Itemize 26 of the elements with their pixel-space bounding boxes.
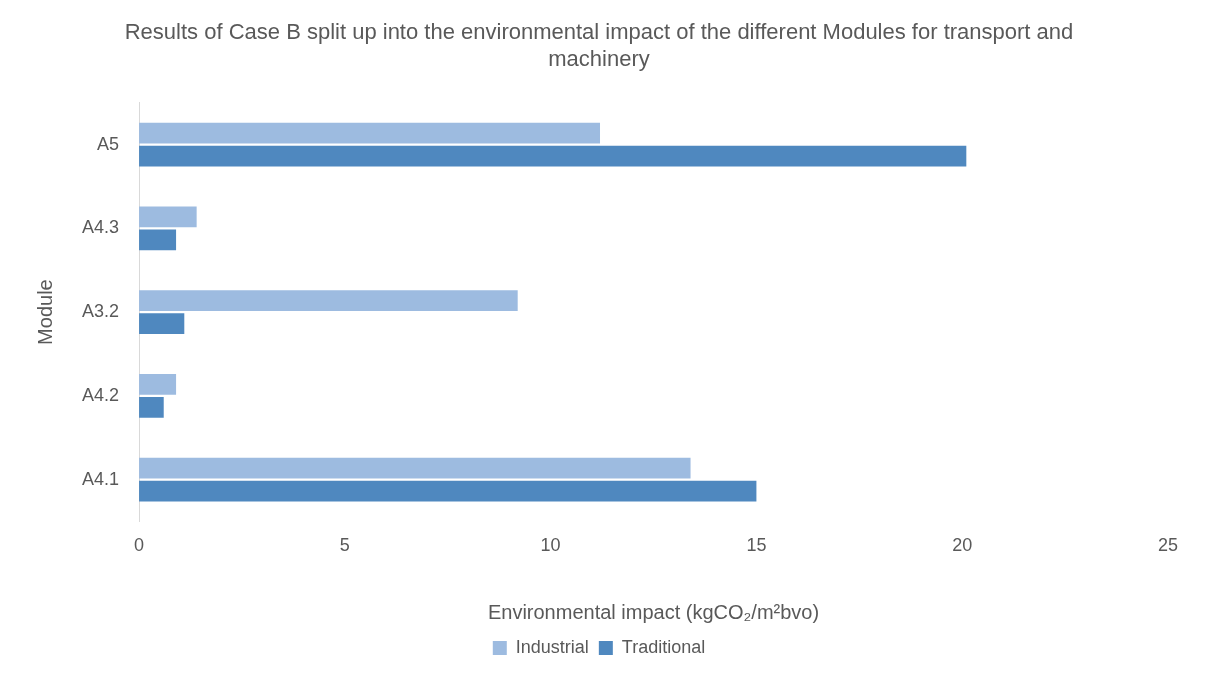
x-tick-label: 25 bbox=[1157, 535, 1179, 556]
x-tick-label: 20 bbox=[952, 535, 973, 556]
bar bbox=[139, 290, 518, 311]
bar bbox=[139, 457, 691, 479]
y-tick-label: A5 bbox=[97, 133, 120, 154]
bar bbox=[139, 122, 601, 144]
bar bbox=[139, 313, 185, 334]
bar bbox=[139, 145, 967, 167]
bar bbox=[139, 229, 177, 251]
x-tick-label: 0 bbox=[134, 535, 145, 556]
y-tick-label: A4.1 bbox=[82, 468, 120, 489]
x-tick-label: 15 bbox=[746, 535, 767, 556]
bar bbox=[139, 396, 164, 418]
y-tick-label: A4.3 bbox=[82, 217, 120, 238]
chart-title: Results of Case B split up into the environmental impact of the different Modules for transport and machinery bbox=[124, 19, 1074, 71]
x-tick-label: 10 bbox=[540, 535, 561, 556]
bar bbox=[139, 373, 177, 395]
legend-label: Traditional bbox=[621, 636, 706, 657]
y-axis-title: Module bbox=[33, 279, 56, 345]
x-tick-label: 5 bbox=[339, 535, 350, 556]
legend-label: Industrial bbox=[515, 636, 589, 657]
bar bbox=[139, 480, 757, 502]
x-axis-title: Environmental impact (kgCO₂/m²bvo) bbox=[487, 600, 820, 623]
y-tick-label: A4.2 bbox=[82, 384, 120, 405]
bar bbox=[139, 206, 197, 228]
y-tick-label: A3.2 bbox=[82, 301, 120, 322]
